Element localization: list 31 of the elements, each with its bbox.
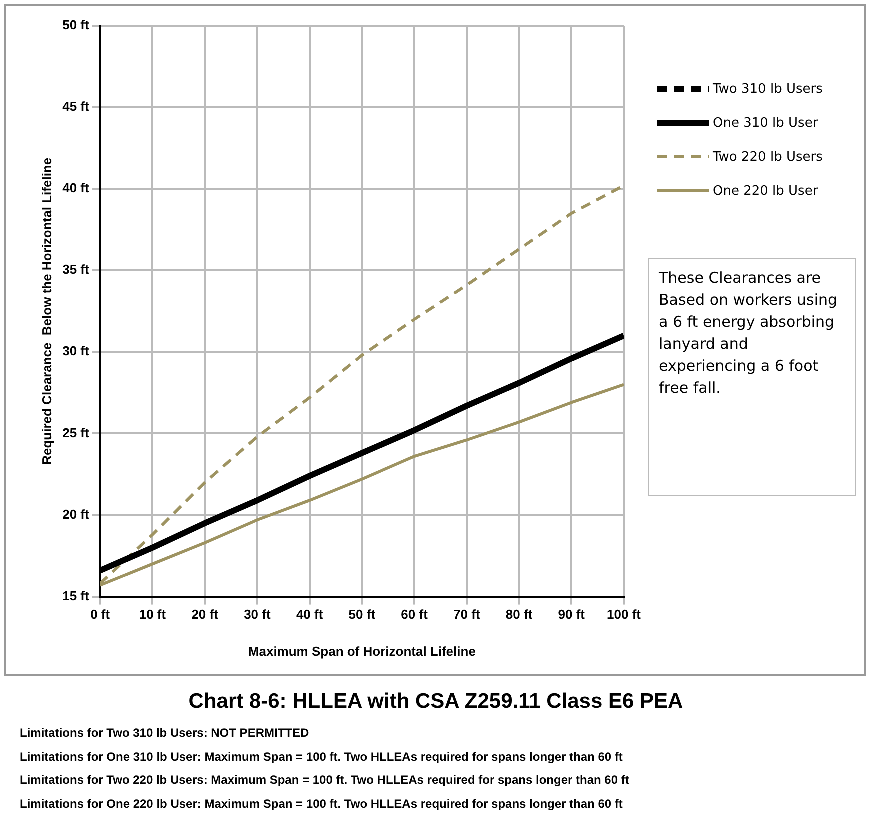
y-tick-label: 40 ft	[62, 180, 90, 196]
x-tick-label: 40 ft	[296, 607, 324, 622]
y-tick-label: 35 ft	[62, 262, 90, 278]
legend-label: One 310 lb User	[713, 116, 818, 130]
text: Limitations for Two 310 lb Users: NOT PERMITTED	[20, 725, 310, 742]
legend-label: One 220 lb User	[713, 184, 818, 198]
x-tick-label: 10 ft	[139, 607, 167, 622]
x-tick-label: 50 ft	[348, 607, 376, 622]
note-box: These Clearances are Based on workers using a 6 ft energy absorbing lanyard and experiencing a 6 foot free fall.	[648, 258, 856, 496]
x-tick-label: 70 ft	[454, 607, 481, 622]
y-tick-label: 15 ft	[62, 588, 90, 604]
text: Limitations for Two 220 lb Users: Maximum Span = 100 ft. Two HLLEAs required for spans longer than 60 ft	[20, 772, 630, 789]
text: Limitations for One 310 lb User: Maximum Span = 100 ft. Two HLLEAs required for spans longer than 60 ft	[20, 748, 624, 766]
x-tick-label: 90 ft	[558, 607, 586, 622]
x-tick-label: 0 ft	[90, 607, 111, 622]
x-tick-label: 80 ft	[506, 607, 534, 622]
x-axis-title: Maximum Span of Horizontal Lifeline	[248, 644, 476, 659]
x-tick-label: 100 ft	[607, 607, 642, 622]
x-tick-label: 20 ft	[192, 607, 220, 622]
y-axis-title: Required Clearance Below the Horizontal Lifeline	[39, 158, 54, 465]
text: Chart 8-6: HLLEA with CSA Z259.11 Class E6 PEA	[188, 690, 684, 714]
y-tick-label: 45 ft	[62, 99, 90, 114]
legend-label: Two 310 lb Users	[713, 82, 823, 96]
y-tick-label: 25 ft	[62, 425, 90, 440]
text: Limitations for One 220 lb User: Maximum Span = 100 ft. Two HLLEAs required for spans longer than 60 ft	[20, 796, 624, 812]
y-tick-label: 30 ft	[62, 344, 90, 359]
legend-label: Two 220 lb Users	[713, 150, 823, 164]
x-tick-label: 60 ft	[401, 607, 429, 622]
y-tick-label: 50 ft	[62, 18, 90, 33]
y-tick-label: 20 ft	[62, 506, 90, 522]
x-tick-label: 30 ft	[244, 607, 272, 622]
